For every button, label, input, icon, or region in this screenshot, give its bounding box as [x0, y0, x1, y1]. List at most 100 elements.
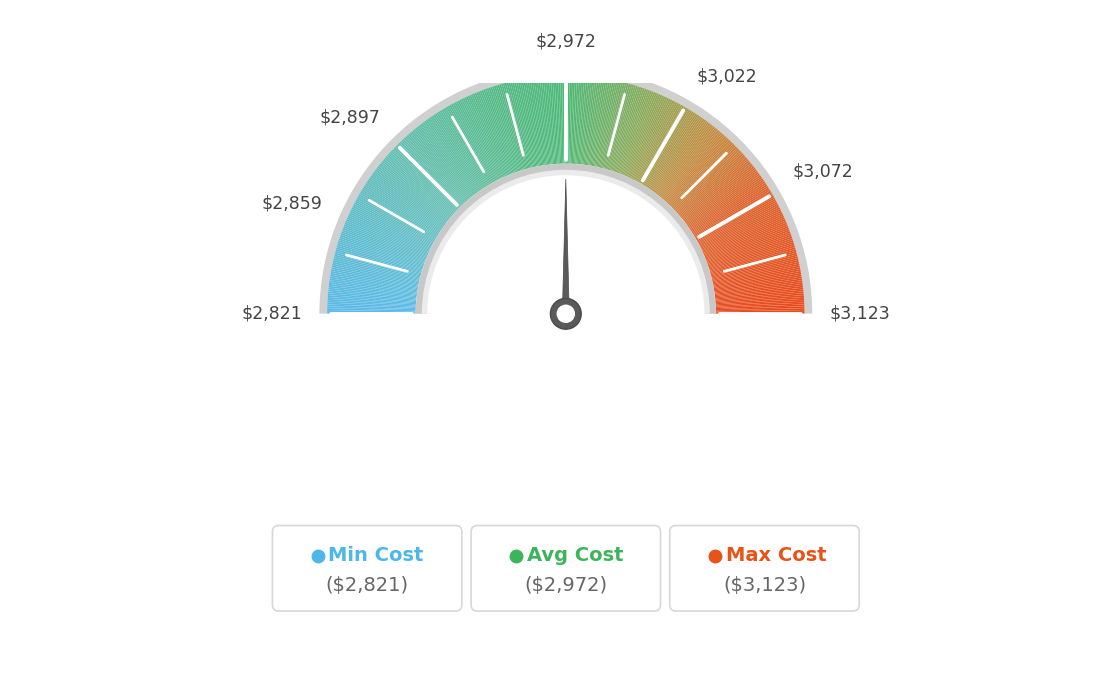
Wedge shape	[339, 238, 423, 268]
Wedge shape	[707, 233, 792, 264]
Wedge shape	[693, 188, 769, 235]
Wedge shape	[710, 249, 796, 274]
Wedge shape	[713, 266, 800, 284]
Wedge shape	[628, 97, 668, 178]
Wedge shape	[543, 76, 553, 164]
Wedge shape	[406, 135, 467, 202]
Text: $3,072: $3,072	[793, 163, 853, 181]
Wedge shape	[697, 197, 775, 241]
Wedge shape	[538, 77, 550, 165]
Wedge shape	[709, 241, 794, 270]
Wedge shape	[468, 95, 506, 177]
Wedge shape	[342, 228, 426, 261]
Wedge shape	[336, 250, 421, 275]
Wedge shape	[393, 148, 458, 210]
Wedge shape	[665, 135, 725, 202]
Wedge shape	[707, 230, 789, 262]
Wedge shape	[607, 85, 634, 170]
Wedge shape	[715, 290, 804, 299]
Wedge shape	[715, 308, 805, 311]
Wedge shape	[699, 204, 778, 246]
Wedge shape	[612, 86, 639, 171]
Wedge shape	[388, 153, 455, 214]
Wedge shape	[689, 178, 763, 229]
Wedge shape	[711, 253, 797, 277]
Wedge shape	[681, 160, 750, 218]
Wedge shape	[535, 77, 549, 165]
Wedge shape	[510, 81, 532, 168]
Wedge shape	[423, 122, 477, 194]
Wedge shape	[700, 206, 779, 247]
Wedge shape	[327, 310, 416, 313]
Wedge shape	[712, 264, 799, 284]
Wedge shape	[604, 83, 629, 169]
Text: Max Cost: Max Cost	[725, 546, 826, 565]
Circle shape	[556, 304, 575, 323]
Wedge shape	[594, 79, 613, 166]
Wedge shape	[390, 152, 456, 213]
Wedge shape	[638, 105, 682, 183]
Wedge shape	[485, 88, 516, 172]
Wedge shape	[408, 133, 467, 201]
Wedge shape	[694, 190, 772, 237]
Wedge shape	[553, 75, 559, 164]
Wedge shape	[678, 155, 745, 215]
Wedge shape	[637, 104, 681, 182]
Wedge shape	[701, 209, 781, 249]
Wedge shape	[333, 256, 421, 279]
Wedge shape	[530, 77, 544, 166]
Wedge shape	[676, 152, 742, 213]
Wedge shape	[702, 214, 784, 252]
Wedge shape	[564, 75, 565, 164]
Wedge shape	[658, 125, 713, 196]
Wedge shape	[382, 160, 450, 218]
Wedge shape	[418, 125, 474, 196]
Wedge shape	[693, 189, 771, 237]
Wedge shape	[532, 77, 545, 165]
Text: Min Cost: Min Cost	[328, 546, 424, 565]
Wedge shape	[581, 77, 592, 164]
Wedge shape	[571, 75, 575, 164]
Wedge shape	[714, 275, 802, 290]
Wedge shape	[692, 184, 767, 233]
Wedge shape	[592, 79, 608, 166]
Wedge shape	[618, 90, 650, 173]
Wedge shape	[705, 224, 788, 259]
Wedge shape	[635, 102, 678, 181]
Wedge shape	[516, 80, 535, 167]
Wedge shape	[683, 164, 753, 221]
Wedge shape	[332, 264, 420, 284]
Wedge shape	[715, 306, 805, 310]
Wedge shape	[471, 94, 507, 176]
Wedge shape	[402, 139, 464, 204]
Wedge shape	[340, 233, 425, 264]
Wedge shape	[712, 260, 799, 281]
Wedge shape	[593, 79, 611, 166]
Wedge shape	[573, 75, 578, 164]
Text: ($3,123): ($3,123)	[723, 575, 806, 595]
Wedge shape	[335, 253, 421, 277]
Wedge shape	[327, 304, 416, 309]
Wedge shape	[399, 142, 461, 207]
Wedge shape	[354, 201, 434, 244]
FancyBboxPatch shape	[273, 526, 461, 611]
Wedge shape	[328, 297, 416, 304]
Wedge shape	[556, 75, 561, 164]
Wedge shape	[705, 228, 789, 261]
Wedge shape	[404, 137, 465, 204]
Wedge shape	[327, 308, 416, 311]
Wedge shape	[620, 91, 654, 174]
Wedge shape	[410, 132, 468, 200]
Wedge shape	[378, 166, 448, 221]
Wedge shape	[479, 90, 512, 174]
Wedge shape	[645, 110, 692, 186]
Wedge shape	[624, 93, 659, 175]
Wedge shape	[346, 219, 428, 255]
Wedge shape	[654, 119, 707, 193]
Wedge shape	[508, 81, 531, 168]
Wedge shape	[469, 95, 506, 177]
FancyBboxPatch shape	[670, 526, 859, 611]
Wedge shape	[331, 267, 418, 286]
Wedge shape	[672, 146, 737, 209]
Wedge shape	[692, 186, 768, 235]
